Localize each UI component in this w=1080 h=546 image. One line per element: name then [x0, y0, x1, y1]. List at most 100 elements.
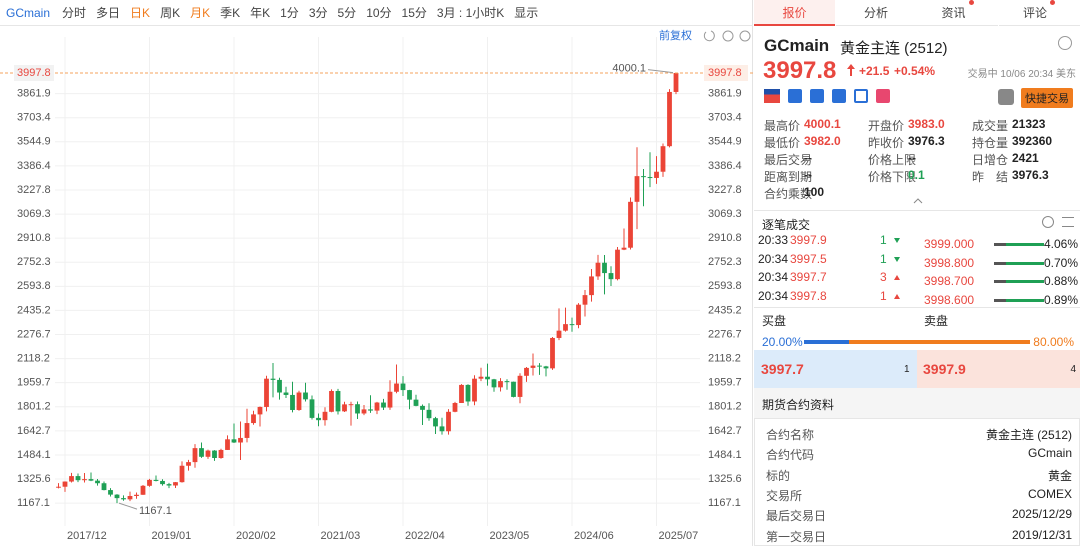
contract-label: 第一交易日	[766, 529, 827, 544]
candle-body	[615, 249, 620, 280]
candle-body	[387, 391, 393, 408]
icon[interactable]	[810, 89, 824, 103]
y-tick-label-right: 3227.8	[708, 184, 742, 196]
favorite[interactable]	[876, 89, 890, 103]
settings[interactable]	[1058, 36, 1072, 50]
collapse[interactable]	[912, 197, 924, 205]
tick-time: 20:34	[758, 251, 789, 266]
min-label: 1167.1	[139, 505, 172, 517]
reset[interactable]	[703, 30, 715, 42]
y-tick-label: 3227.8	[17, 184, 51, 196]
candle-body	[303, 392, 308, 400]
ask-box	[917, 350, 1080, 388]
candle-body	[335, 390, 341, 412]
candle-body	[140, 485, 146, 495]
tick-time: 20:34	[758, 270, 789, 284]
candle-body	[654, 171, 659, 178]
candle-body	[452, 402, 458, 412]
y-tick-label-right: 1801.2	[708, 401, 742, 413]
max-pointer	[647, 69, 674, 74]
contract-label: 最后交易日	[766, 509, 827, 524]
menu[interactable]	[1062, 217, 1074, 227]
stat-label: 昨 结	[972, 170, 1009, 184]
period-button[interactable]: 月K	[190, 6, 211, 20]
candle-body	[524, 367, 529, 376]
period-button[interactable]: 10分	[366, 6, 392, 20]
candle-body	[381, 402, 386, 408]
adjust-label[interactable]: 前复权	[659, 28, 692, 42]
bid-size: 1	[904, 364, 910, 375]
period-button[interactable]: 日K	[130, 6, 151, 20]
x-tick-label: 2021/03	[321, 530, 361, 542]
y-tick-label: 1801.2	[17, 401, 51, 413]
contract-value: 黄金	[1047, 468, 1072, 483]
candle-body	[173, 482, 178, 486]
alert[interactable]	[998, 89, 1014, 105]
candle-body	[205, 450, 211, 457]
tab[interactable]: 评论	[998, 0, 1080, 26]
y-tick-label: 1167.1	[17, 497, 50, 509]
stat-value: 3983.0	[908, 117, 945, 131]
period-button[interactable]: 1分	[280, 6, 299, 20]
candle-body	[589, 276, 594, 296]
candle-body	[504, 381, 510, 383]
candle-body	[283, 392, 289, 395]
candle-body	[530, 365, 536, 368]
period-button[interactable]: 5分	[337, 6, 357, 20]
period-button[interactable]: 周K	[160, 6, 181, 20]
candle-body	[95, 480, 100, 484]
icon[interactable]	[854, 89, 868, 103]
period-button[interactable]: 3月 : 1小时K	[436, 6, 505, 20]
candle-body	[537, 365, 542, 367]
candle-body	[517, 375, 523, 397]
minimize[interactable]	[1042, 216, 1054, 228]
period-button[interactable]: 显示	[514, 6, 539, 20]
candle-body	[673, 72, 679, 92]
zoom-out[interactable]	[722, 30, 734, 42]
stat-value: 3982.0	[804, 134, 841, 148]
period-button[interactable]: 季K	[220, 6, 241, 20]
stat-label: 持仓量	[972, 136, 1009, 150]
stat-label: 最低价	[764, 136, 801, 150]
zoom-in[interactable]	[739, 30, 751, 42]
candle-body	[485, 376, 490, 380]
tab[interactable]: 报价	[754, 0, 835, 26]
min-pointer	[118, 502, 138, 510]
x-tick-label: 2024/06	[574, 530, 614, 542]
candle-body	[147, 479, 152, 486]
candle-body	[348, 404, 354, 406]
period-button[interactable]: 3分	[308, 6, 328, 20]
tick-price: 3997.9	[790, 233, 827, 247]
period-button[interactable]: 分时	[62, 6, 87, 20]
candle-body	[192, 448, 198, 463]
candle-body	[413, 399, 419, 406]
stat-value: --	[804, 168, 812, 182]
y-tick-label: 2276.7	[17, 328, 51, 340]
ask: 3997.9	[923, 361, 966, 377]
period-button[interactable]: 15分	[401, 6, 427, 20]
period-button[interactable]: 年K	[250, 6, 271, 20]
stat-value: --	[804, 151, 812, 165]
tick-direction	[894, 293, 900, 299]
contract-label: 交易所	[766, 488, 803, 503]
tick-time: 20:34	[758, 288, 789, 303]
icon[interactable]	[788, 89, 802, 103]
x-tick-label: 2022/04	[405, 530, 445, 542]
tick-price: 3997.5	[790, 251, 827, 266]
tab[interactable]: 分析	[835, 0, 917, 26]
code: GCmain	[764, 36, 830, 55]
tab[interactable]: 资讯	[917, 0, 998, 26]
candle-body	[329, 390, 334, 412]
ticks-title: 逐笔成交	[762, 218, 811, 232]
y-tick-label-right: 3544.9	[708, 136, 742, 148]
y-tick-label: 1642.7	[17, 425, 51, 437]
icon[interactable]	[832, 89, 846, 103]
candle-body	[322, 411, 328, 421]
symbol[interactable]: GCmain	[6, 5, 51, 20]
period-button[interactable]: 多日	[96, 6, 121, 20]
candle-body	[186, 462, 191, 466]
y-tick-label: 3861.9	[17, 88, 51, 100]
trade-button[interactable]: 快捷交易	[1021, 88, 1073, 108]
y-tick-label-right: 1167.1	[708, 497, 741, 509]
candle-body	[459, 384, 464, 403]
